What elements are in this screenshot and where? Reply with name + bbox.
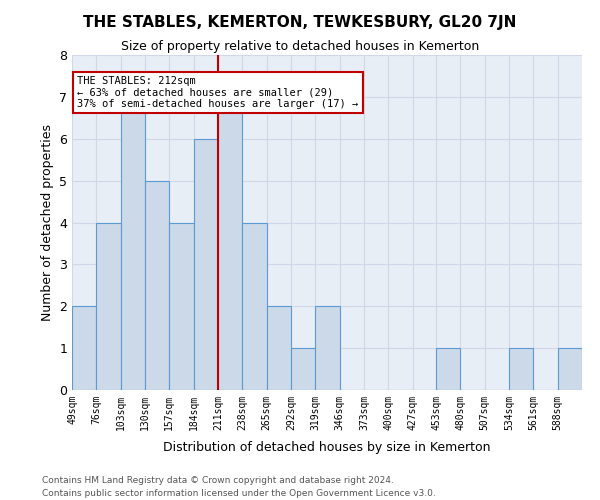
Bar xyxy=(315,306,340,390)
Bar xyxy=(509,348,533,390)
Text: Contains HM Land Registry data © Crown copyright and database right 2024.: Contains HM Land Registry data © Crown c… xyxy=(42,476,394,485)
Bar xyxy=(145,180,169,390)
Text: THE STABLES: 212sqm
← 63% of detached houses are smaller (29)
37% of semi-detach: THE STABLES: 212sqm ← 63% of detached ho… xyxy=(77,76,359,109)
Text: Size of property relative to detached houses in Kemerton: Size of property relative to detached ho… xyxy=(121,40,479,53)
Bar xyxy=(218,97,242,390)
Bar xyxy=(436,348,460,390)
Bar xyxy=(97,222,121,390)
Bar xyxy=(121,97,145,390)
Text: Contains public sector information licensed under the Open Government Licence v3: Contains public sector information licen… xyxy=(42,488,436,498)
Bar xyxy=(291,348,315,390)
Bar xyxy=(242,222,266,390)
Bar xyxy=(194,138,218,390)
Bar xyxy=(72,306,97,390)
Y-axis label: Number of detached properties: Number of detached properties xyxy=(41,124,53,321)
Bar xyxy=(266,306,291,390)
Bar xyxy=(169,222,194,390)
Bar xyxy=(557,348,582,390)
X-axis label: Distribution of detached houses by size in Kemerton: Distribution of detached houses by size … xyxy=(163,441,491,454)
Text: THE STABLES, KEMERTON, TEWKESBURY, GL20 7JN: THE STABLES, KEMERTON, TEWKESBURY, GL20 … xyxy=(83,15,517,30)
